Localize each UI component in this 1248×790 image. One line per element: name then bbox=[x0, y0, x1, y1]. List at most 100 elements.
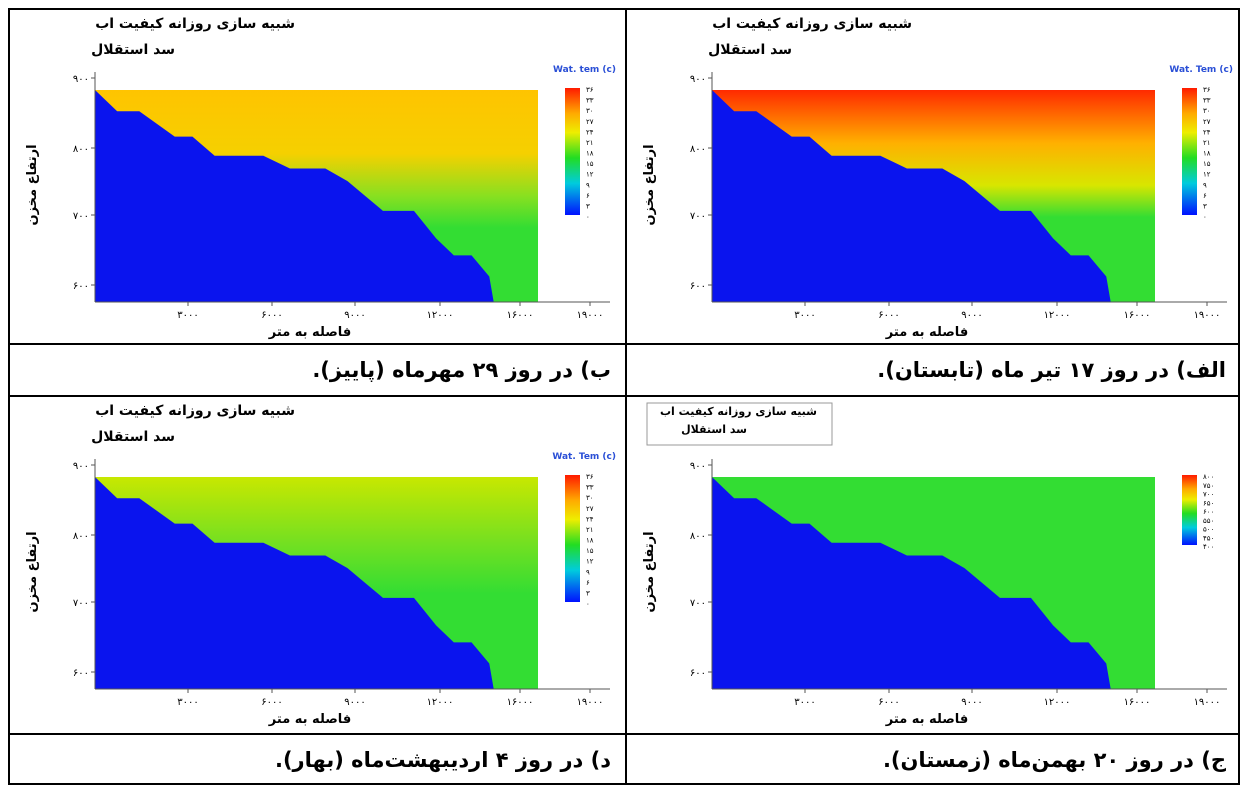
divider bbox=[10, 733, 1238, 735]
terrain bbox=[712, 477, 1111, 689]
x-tick-label: ۱۲۰۰۰ bbox=[427, 697, 454, 708]
legend-title: Wat. tem (c) bbox=[553, 65, 616, 75]
legend-label: ۷۵۰ bbox=[1203, 482, 1214, 490]
legend-label: ۴۵۰ bbox=[1203, 534, 1214, 542]
y-tick-label: ۶۰۰ bbox=[73, 668, 89, 679]
legend-label: ۹ bbox=[586, 568, 590, 576]
legend-label: ۱۲ bbox=[1203, 171, 1211, 179]
legend-label: ۳۶ bbox=[1203, 86, 1211, 94]
legend-label: ۱۸ bbox=[586, 537, 594, 545]
panel: شبیه سازی روزانه کیفیت اب سد استقلال ارتفا… bbox=[10, 397, 625, 733]
legend-label: ۰ bbox=[586, 600, 590, 608]
x-tick-label: ۱۹۰۰۰ bbox=[577, 697, 604, 708]
chart-image: شبیه سازی روزانه کیفیت اب سد استقلال ارتفا… bbox=[642, 16, 1233, 340]
subtitle: سد استقلال bbox=[708, 42, 792, 58]
subtitle: سد استقلال bbox=[91, 429, 175, 445]
legend-label: ۴۰۰ bbox=[1203, 543, 1214, 551]
legend-label: ۸۰۰ bbox=[1203, 473, 1214, 481]
x-tick-label: ۶۰۰۰ bbox=[878, 310, 899, 321]
x-tick-label: ۱۶۰۰۰ bbox=[1124, 310, 1151, 321]
x-tick-label: ۱۲۰۰۰ bbox=[1044, 310, 1071, 321]
caption: ب) در روز ۲۹ مهرماه (پاییز). bbox=[312, 358, 611, 382]
legend-label: ۲۱ bbox=[586, 526, 594, 534]
legend-label: ۳ bbox=[586, 589, 590, 597]
x-tick-label: ۹۰۰۰ bbox=[344, 697, 365, 708]
x-tick-label: ۱۹۰۰۰ bbox=[577, 310, 604, 321]
legend-label: ۶ bbox=[586, 579, 590, 587]
legend-bar bbox=[565, 88, 580, 215]
subtitle: سد استقلال bbox=[681, 423, 747, 436]
table: شبیه سازی روزانه کیفیت اب سد استقلال ارتفا… bbox=[8, 8, 1240, 785]
x-tick-label: ۱۹۰۰۰ bbox=[1194, 310, 1221, 321]
legend-label: ۱۸ bbox=[1203, 150, 1211, 158]
caption: ج) در روز ۲۰ بهمن‌ماه (زمستان). bbox=[882, 748, 1226, 772]
caption: الف) در روز ۱۷ تیر ماه (تابستان). bbox=[877, 358, 1226, 382]
legend-label: ۱۲ bbox=[586, 171, 594, 179]
x-tick-label: ۱۲۰۰۰ bbox=[1044, 697, 1071, 708]
legend-bar bbox=[1182, 475, 1197, 545]
y-tick-label: ۸۰۰ bbox=[690, 531, 706, 542]
y-tick-label: ۶۰۰ bbox=[73, 281, 89, 292]
legend-label: ۷۰۰ bbox=[1203, 491, 1214, 499]
legend-label: ۶ bbox=[586, 192, 590, 200]
x-tick-label: ۳۰۰۰ bbox=[177, 310, 198, 321]
y-tick-label: ۹۰۰ bbox=[73, 461, 89, 472]
legend-label: ۱۸ bbox=[586, 150, 594, 158]
legend-label: ۶ bbox=[1203, 192, 1207, 200]
legend-label: ۳ bbox=[1203, 202, 1207, 210]
x-tick-label: ۶۰۰۰ bbox=[878, 697, 899, 708]
x-tick-label: ۶۰۰۰ bbox=[261, 310, 282, 321]
x-tick-label: ۹۰۰۰ bbox=[344, 310, 365, 321]
legend-label: ۳۶ bbox=[586, 473, 594, 481]
legend-label: ۳۰ bbox=[586, 107, 594, 115]
legend-label: ۰ bbox=[1203, 213, 1207, 221]
y-tick-label: ۷۰۰ bbox=[73, 598, 89, 609]
y-axis-label: ارتفاع مخزن bbox=[642, 531, 657, 612]
legend-label: ۳۶ bbox=[586, 86, 594, 94]
legend-label: ۳ bbox=[586, 202, 590, 210]
x-tick-label: ۱۶۰۰۰ bbox=[507, 310, 534, 321]
legend-title: Wat. Tem (c) bbox=[552, 452, 616, 462]
divider bbox=[10, 395, 1238, 397]
x-axis-label: فاصله به متر bbox=[885, 712, 968, 727]
x-tick-label: ۱۶۰۰۰ bbox=[507, 697, 534, 708]
chart-image: شبیه سازی روزانه کیفیت اب سد استقلال ارتفا… bbox=[642, 402, 1227, 727]
x-tick-label: ۳۰۰۰ bbox=[794, 310, 815, 321]
subtitle: سد استقلال bbox=[91, 42, 175, 58]
legend-label: ۲۷ bbox=[586, 118, 594, 126]
y-tick-label: ۷۰۰ bbox=[690, 598, 706, 609]
x-tick-label: ۹۰۰۰ bbox=[961, 697, 982, 708]
legend-label: ۲۴ bbox=[586, 128, 594, 136]
x-tick-label: ۱۲۰۰۰ bbox=[427, 310, 454, 321]
y-tick-label: ۹۰۰ bbox=[73, 74, 89, 85]
legend-label: ۹ bbox=[586, 181, 590, 189]
y-tick-label: ۸۰۰ bbox=[73, 531, 89, 542]
legend-label: ۲۷ bbox=[1203, 118, 1211, 126]
x-axis-label: فاصله به متر bbox=[268, 712, 351, 727]
legend-label: ۳۳ bbox=[586, 484, 594, 492]
legend-label: ۱۵ bbox=[586, 160, 594, 168]
legend-label: ۲۱ bbox=[586, 139, 594, 147]
y-tick-label: ۸۰۰ bbox=[690, 144, 706, 155]
x-tick-label: ۱۹۰۰۰ bbox=[1194, 697, 1221, 708]
legend-label: ۳۰ bbox=[1203, 107, 1211, 115]
legend-label: ۲۷ bbox=[586, 505, 594, 513]
y-tick-label: ۷۰۰ bbox=[73, 211, 89, 222]
y-tick-label: ۶۰۰ bbox=[690, 281, 706, 292]
x-tick-label: ۶۰۰۰ bbox=[261, 697, 282, 708]
x-tick-label: ۹۰۰۰ bbox=[961, 310, 982, 321]
terrain bbox=[712, 90, 1111, 302]
legend-label: ۱۵ bbox=[586, 547, 594, 555]
chart-image: شبیه سازی روزانه کیفیت اب سد استقلال ارتفا… bbox=[25, 16, 616, 340]
panel: شبیه سازی روزانه کیفیت اب سد استقلال ارتفا… bbox=[627, 10, 1240, 343]
legend-label: ۱۲ bbox=[586, 558, 594, 566]
y-tick-label: ۹۰۰ bbox=[690, 74, 706, 85]
legend-bar bbox=[565, 475, 580, 602]
y-tick-label: ۸۰۰ bbox=[73, 144, 89, 155]
panel: شبیه سازی روزانه کیفیت اب سد استقلال ارتفا… bbox=[10, 10, 625, 343]
legend-bar bbox=[1182, 88, 1197, 215]
y-axis-label: ارتفاع مخزن bbox=[25, 531, 40, 612]
x-tick-label: ۳۰۰۰ bbox=[177, 697, 198, 708]
x-tick-label: ۱۶۰۰۰ bbox=[1124, 697, 1151, 708]
